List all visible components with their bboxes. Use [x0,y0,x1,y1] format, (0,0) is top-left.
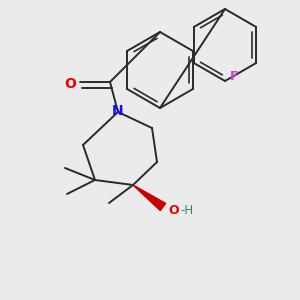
Text: O: O [64,77,76,91]
Text: F: F [230,70,238,83]
Text: N: N [112,104,124,118]
Text: O: O [168,203,178,217]
Text: -H: -H [180,203,193,217]
Polygon shape [133,185,166,211]
